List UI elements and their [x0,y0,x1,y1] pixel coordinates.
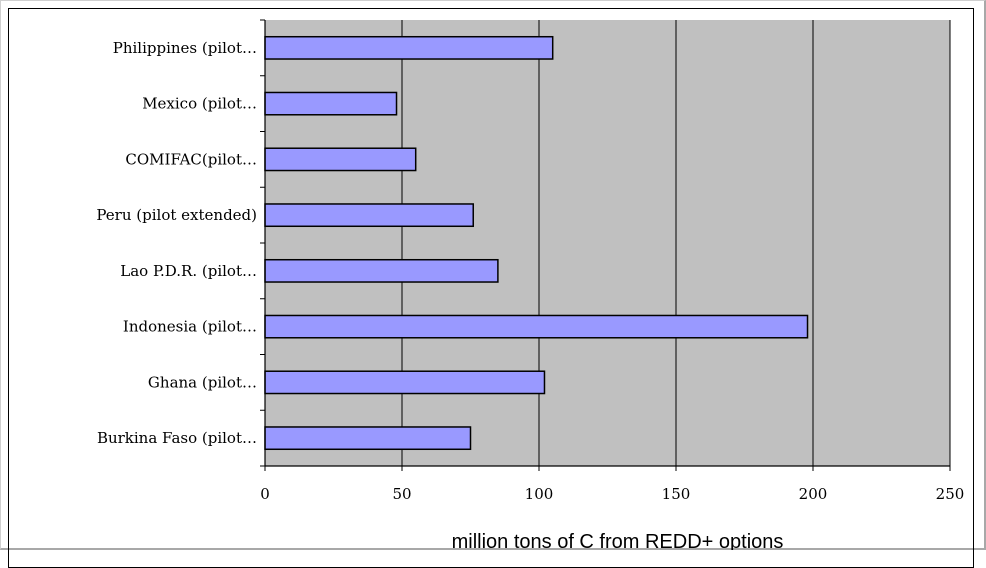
category-label: Lao P.D.R. (pilot… [120,262,257,280]
axes [260,19,951,471]
x-tick-label: 100 [525,485,554,503]
x-tick-label: 50 [392,485,411,503]
bar [264,426,472,451]
plot-area [265,20,950,466]
category-label: Peru (pilot extended) [96,206,257,224]
x-tick-label: 0 [260,485,270,503]
bar [264,314,809,339]
category-label: Indonesia (pilot… [123,318,257,336]
category-labels: Philippines (pilot… Mexico (pilot… COMIFAC… [96,39,257,447]
category-label: COMIFAC(pilot… [125,150,257,168]
bar [264,91,398,116]
bar [264,203,474,228]
bar [264,370,546,395]
bar [264,258,499,283]
category-label: Burkina Faso (pilot… [97,429,257,447]
chart-frame [0,0,986,550]
x-tick-label: 200 [799,485,828,503]
bar [264,35,554,60]
category-label: Philippines (pilot… [113,39,257,57]
tick-labels: 0 50 100 150 200 250 [260,485,964,503]
x-axis-title: million tons of C from REDD+ options [452,531,784,550]
category-label: Ghana (pilot… [148,373,257,391]
horizontal-bar-chart: Philippines (pilot… Mexico (pilot… COMIFAC… [96,19,964,550]
category-label: Mexico (pilot… [142,95,257,113]
x-tick-label: 150 [662,485,691,503]
bar [264,147,417,172]
x-tick-label: 250 [936,485,965,503]
